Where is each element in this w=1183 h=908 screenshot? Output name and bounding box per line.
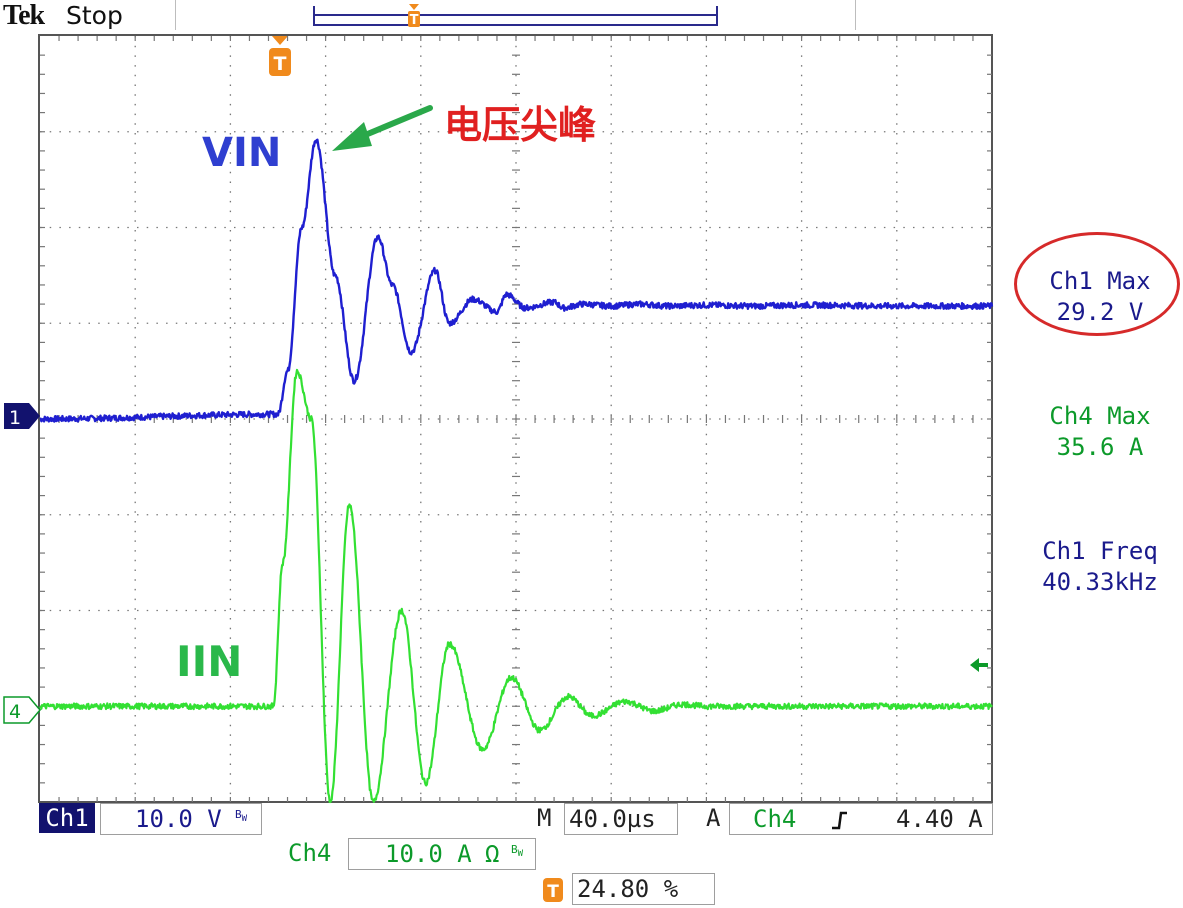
waveform-sample-marks: [40, 139, 992, 802]
trigger-box[interactable]: Ch4 4.40 A: [729, 803, 993, 835]
timebase-box[interactable]: 40.0µs: [564, 803, 678, 835]
trace-iin: [39, 368, 993, 804]
trigger-position-marker: T: [266, 36, 294, 78]
measurement-ch1-freq-value: 40.33kHz: [1042, 568, 1158, 596]
ch4-ground-marker[interactable]: 4: [3, 695, 41, 725]
ch1-scale-value: 10.0 V: [135, 805, 222, 833]
trigger-position-icon: T: [541, 876, 565, 904]
trigger-marker-label: T: [274, 53, 287, 75]
ch4-coupling-icon: Ω: [485, 840, 500, 868]
timebase-prefix: M: [537, 804, 552, 832]
measurement-ch1-max-value: 29.2 V: [1056, 298, 1144, 326]
ch4-scale-box[interactable]: 10.0 A Ω BW: [348, 838, 536, 870]
ch4-scale-value: 10.0 A: [385, 840, 472, 868]
record-window-bracket: [313, 6, 718, 26]
ch1-bw-limit-icon: BW: [235, 808, 248, 825]
measurement-ch4-max-value: 35.6 A: [1056, 433, 1144, 461]
measurement-ch1-freq-name: Ch1 Freq: [1042, 537, 1158, 565]
svg-text:T: T: [547, 882, 559, 902]
graticule-ticks: [40, 36, 992, 802]
trigger-level-marker: [968, 655, 990, 675]
trigger-position-value: 24.80 %: [577, 875, 679, 903]
highlight-circle: [1014, 232, 1180, 336]
header-divider: [855, 0, 856, 30]
record-window-line: [313, 14, 718, 16]
measurement-ch1-max-name: Ch1 Max: [1049, 267, 1151, 295]
measurement-ch4-max-name: Ch4 Max: [1049, 402, 1151, 430]
ch4-marker-label: 4: [9, 701, 21, 723]
timebase-value: 40.0µs: [569, 805, 656, 833]
ch1-marker-label: 1: [9, 407, 21, 429]
iin-label: IIN: [176, 637, 243, 686]
header-divider: [175, 0, 176, 30]
trigger-slope-icon: [830, 810, 848, 830]
ch4-bw-limit-icon: BW: [511, 843, 524, 860]
ch4-scale-label: Ch4: [288, 839, 332, 867]
trigger-position-box[interactable]: 24.80 %: [572, 873, 715, 905]
brand-logo: Tek: [3, 0, 45, 31]
voltage-spike-label: 电压尖峰: [444, 103, 597, 147]
trigger-mode: A: [706, 804, 721, 832]
record-trigger-marker: T: [406, 4, 422, 28]
waveform-traces: [39, 138, 994, 804]
ch1-ground-marker[interactable]: 1: [3, 401, 41, 431]
trace-vin: [39, 138, 994, 423]
run-state: Stop: [66, 1, 123, 30]
ch1-scale-badge[interactable]: Ch1: [39, 803, 95, 833]
header-bar: Tek Stop T: [0, 0, 1183, 32]
ch1-scale-box[interactable]: 10.0 V BW: [100, 803, 262, 835]
spike-arrow-icon: [332, 105, 433, 151]
trigger-level-value: 4.40 A: [896, 805, 983, 833]
trigger-source: Ch4: [753, 805, 797, 833]
vin-label: VIN: [202, 130, 282, 176]
svg-text:T: T: [410, 13, 419, 28]
